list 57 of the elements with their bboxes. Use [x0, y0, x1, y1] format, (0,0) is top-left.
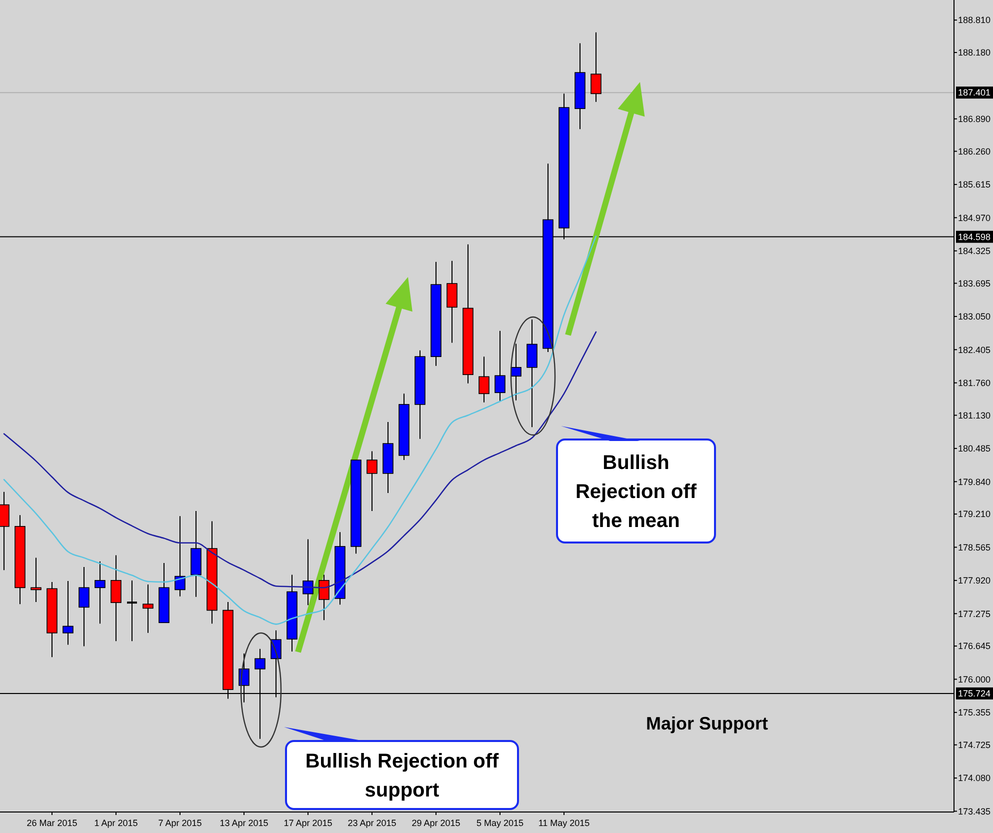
candlestick: [174, 516, 186, 597]
text: Major Support: [646, 713, 768, 734]
ref-line-label: 175.724: [958, 688, 991, 699]
ref-line-label: 184.598: [958, 232, 991, 242]
candlestick: [590, 32, 602, 102]
candlestick: [478, 356, 490, 403]
y-tick-label: 179.840: [958, 476, 991, 487]
x-tick-label: 11 May 2015: [538, 818, 590, 828]
candlestick: [302, 538, 314, 606]
y-tick-label: 174.725: [958, 740, 991, 750]
candlestick: [78, 566, 90, 647]
x-tick-label: 17 Apr 2015: [284, 818, 332, 828]
y-tick-label: 177.275: [958, 608, 991, 619]
y-tick-label: 184.325: [958, 246, 991, 256]
y-tick-label: 178.565: [958, 542, 991, 552]
ref-line-label: 187.401: [958, 88, 991, 98]
x-tick-label: 23 Apr 2015: [348, 818, 396, 828]
x-tick-label: 26 Mar 2015: [26, 818, 78, 828]
candlestick: [318, 574, 330, 621]
annotation: Bullish Rejection off support: [305, 750, 500, 802]
y-tick-label: 188.810: [958, 15, 991, 26]
y-tick-label: 185.615: [958, 180, 991, 190]
y-tick-label: 173.435: [958, 806, 991, 816]
x-tick-label: 5 May 2015: [476, 818, 524, 828]
x-tick-label: 13 Apr 2015: [220, 818, 268, 828]
candlestick: [494, 330, 506, 402]
y-tick-label: 186.890: [958, 114, 991, 124]
y-tick-label: 181.760: [958, 378, 991, 388]
y-tick-label: 180.485: [958, 444, 991, 454]
y-tick-label: 182.405: [958, 344, 991, 355]
candlestick: [110, 554, 122, 642]
y-tick-label: 174.080: [958, 773, 991, 784]
candlestick: [526, 319, 538, 428]
y-tick-label: 183.050: [958, 312, 991, 322]
y-tick-label: 176.645: [958, 641, 991, 652]
x-tick-label: 29 Apr 2015: [412, 818, 460, 828]
y-tick-label: 177.920: [958, 576, 991, 586]
candlestick: [0, 491, 10, 571]
y-tick-label: 184.970: [958, 212, 991, 223]
candlestick: [62, 580, 74, 646]
y-tick-label: 186.260: [958, 146, 991, 156]
y-tick-label: 181.130: [958, 410, 991, 420]
x-tick-label: 1 Apr 2015: [94, 818, 138, 828]
candlestick: [142, 584, 154, 634]
candlestick: [30, 557, 42, 603]
y-tick-label: 183.695: [958, 278, 991, 288]
candlestick: [94, 560, 106, 624]
y-tick-label: 175.355: [958, 708, 991, 718]
y-tick-label: 176.000: [958, 674, 991, 684]
candlestick: [366, 450, 378, 512]
candlestick: [446, 260, 458, 344]
y-tick-label: 179.210: [958, 509, 991, 520]
annotation: Bullish Rejection off the mean: [575, 452, 697, 532]
candlestick: [126, 580, 138, 642]
y-tick-label: 188.180: [958, 48, 991, 58]
candlestick: [510, 343, 522, 401]
x-tick-label: 7 Apr 2015: [158, 818, 202, 828]
